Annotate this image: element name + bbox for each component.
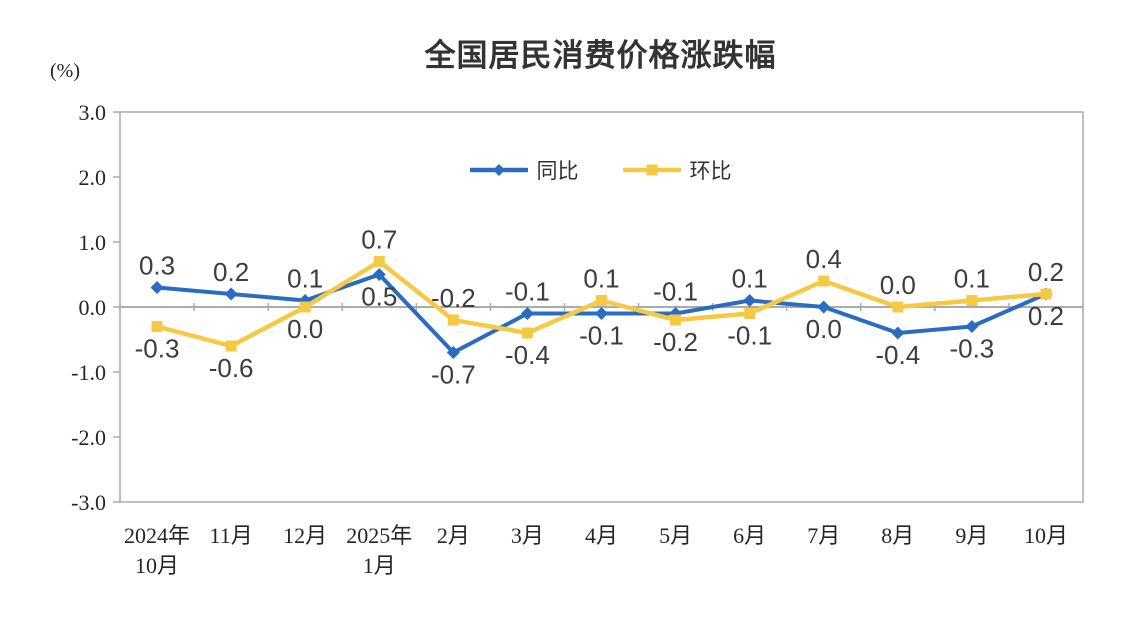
- data-label: -0.1: [653, 277, 698, 307]
- data-label: -0.2: [431, 283, 476, 313]
- data-point-环比: [447, 314, 459, 326]
- data-label: 0.5: [361, 282, 397, 312]
- data-label: 0.1: [287, 264, 323, 294]
- x-axis-category-label: 6月: [733, 523, 766, 548]
- data-point-环比: [596, 295, 607, 306]
- data-point-环比: [225, 340, 237, 352]
- data-point-同比: [372, 268, 386, 281]
- data-point-环比: [299, 301, 311, 313]
- x-axis-category-label: 11月: [210, 523, 253, 548]
- data-label: 0.2: [1028, 301, 1064, 331]
- data-point-环比: [744, 308, 756, 319]
- y-axis-tick-label: 1.0: [79, 230, 107, 255]
- data-point-环比: [521, 327, 533, 339]
- data-label: -0.3: [949, 334, 994, 364]
- data-label: 0.3: [139, 251, 175, 281]
- data-point-环比: [670, 314, 682, 326]
- y-axis-tick-label: 2.0: [79, 165, 107, 190]
- y-axis-tick-label: 0.0: [79, 295, 107, 320]
- data-label: -0.6: [209, 353, 254, 383]
- data-point-环比: [892, 301, 904, 313]
- data-point-同比: [595, 307, 608, 320]
- data-label: 0.2: [213, 257, 249, 287]
- data-label: -0.1: [579, 321, 624, 351]
- data-label: 0.0: [880, 270, 916, 300]
- y-axis-tick-label: -2.0: [71, 425, 106, 450]
- y-axis-tick-label: -3.0: [71, 490, 106, 515]
- data-label: 0.1: [583, 264, 619, 294]
- data-point-环比: [151, 321, 163, 332]
- data-label: -0.4: [875, 340, 920, 370]
- data-point-同比: [817, 300, 831, 314]
- data-label: 0.4: [806, 244, 842, 274]
- data-point-同比: [891, 326, 905, 340]
- x-axis-category-label: 12月: [283, 523, 327, 548]
- data-point-环比: [373, 256, 385, 267]
- data-point-环比: [966, 295, 978, 306]
- x-axis-category-label: 4月: [585, 523, 618, 548]
- x-axis-category-label: 2025年: [346, 523, 412, 548]
- x-axis-category-label: 10月: [1024, 523, 1068, 548]
- data-label: -0.3: [135, 334, 180, 364]
- y-axis-tick-label: 3.0: [79, 100, 107, 125]
- x-axis-category-label: 7月: [807, 523, 840, 548]
- data-point-同比: [224, 287, 238, 301]
- data-point-同比: [743, 294, 757, 307]
- data-label: -0.1: [727, 321, 772, 351]
- x-axis-category-label: 10月: [135, 553, 179, 578]
- data-label: -0.7: [431, 360, 476, 390]
- y-axis-tick-label: -1.0: [71, 360, 106, 385]
- data-label: 0.2: [1028, 257, 1064, 287]
- data-point-同比: [446, 346, 460, 359]
- chart-title: 全国居民消费价格涨跌幅: [424, 38, 777, 73]
- x-axis-category-label: 9月: [955, 523, 988, 548]
- data-label: 0.1: [954, 264, 990, 294]
- data-label: 0.0: [806, 314, 842, 344]
- data-point-环比: [818, 275, 830, 287]
- data-label: -0.2: [653, 327, 698, 357]
- data-label: -0.1: [505, 277, 550, 307]
- data-label: 0.1: [732, 264, 768, 294]
- data-label: 0.7: [361, 225, 397, 255]
- x-axis-category-label: 2月: [437, 523, 470, 548]
- data-point-同比: [150, 281, 164, 294]
- x-axis-category-label: 5月: [659, 523, 692, 548]
- y-axis-unit-label: (%): [50, 60, 80, 82]
- x-axis-category-label: 3月: [511, 523, 544, 548]
- data-point-同比: [965, 320, 979, 333]
- data-label: 0.0: [287, 314, 323, 344]
- x-axis-category-label: 8月: [881, 523, 914, 548]
- data-point-同比: [520, 307, 534, 320]
- data-label: -0.4: [505, 340, 550, 370]
- x-axis-category-label: 1月: [363, 553, 396, 578]
- data-point-环比: [1040, 288, 1052, 300]
- x-axis-category-label: 2024年: [124, 523, 190, 548]
